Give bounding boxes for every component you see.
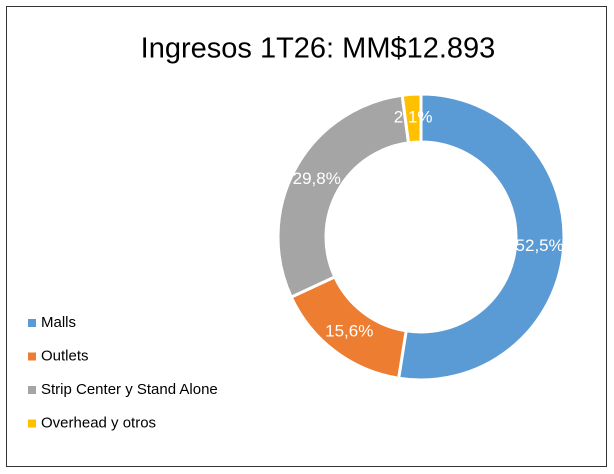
legend-label: Overhead y otros — [41, 414, 156, 431]
legend-swatch — [28, 419, 36, 428]
legend-swatch — [28, 319, 36, 327]
slice — [400, 92, 423, 145]
data-label: 29,8% — [293, 169, 341, 188]
data-label: 15,6% — [325, 321, 373, 340]
legend-label: Malls — [41, 314, 76, 331]
legend-swatch — [28, 352, 36, 361]
slice — [396, 92, 566, 382]
legend-label: Outlets — [41, 347, 89, 364]
legend-label: Strip Center y Stand Alone — [41, 381, 218, 398]
chart-title: Ingresos 1T26: MM$12.893 — [141, 33, 496, 65]
legend-swatch — [28, 386, 36, 394]
data-label: 52,5% — [516, 236, 564, 255]
data-label: 2,1% — [394, 108, 433, 127]
slice — [276, 93, 411, 300]
